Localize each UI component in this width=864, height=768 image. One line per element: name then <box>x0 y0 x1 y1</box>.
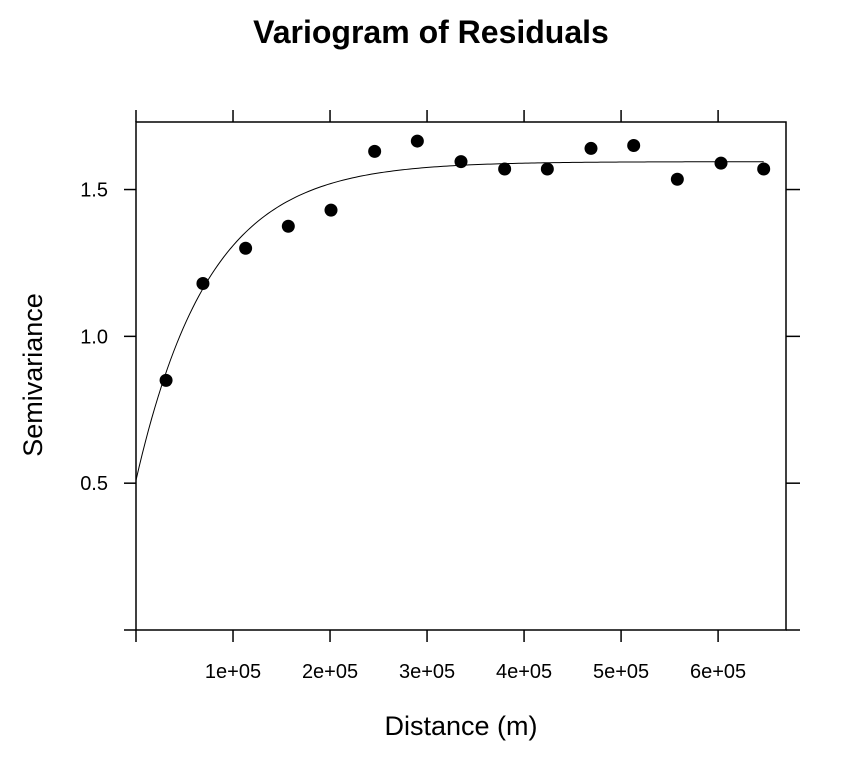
data-point <box>454 155 468 169</box>
x-axis-ticks: 1e+05 2e+05 3e+05 4e+05 5e+05 6e+05 <box>135 110 746 683</box>
data-point <box>540 162 554 176</box>
data-point <box>281 219 295 233</box>
x-tick-label: 1e+05 <box>205 661 261 683</box>
data-point <box>584 141 598 155</box>
data-point <box>368 144 382 158</box>
x-tick-label: 3e+05 <box>399 661 455 683</box>
x-axis-label: Distance (m) <box>384 711 537 741</box>
y-axis-ticks: 0.5 1.0 1.5 <box>80 180 800 631</box>
chart-title: Variogram of Residuals <box>253 14 609 50</box>
data-point <box>159 373 173 387</box>
x-tick-label: 2e+05 <box>302 661 358 683</box>
fitted-model-line <box>135 161 764 481</box>
y-tick-label: 1.0 <box>80 326 108 348</box>
data-point <box>196 277 210 291</box>
plot-area: 1e+05 2e+05 3e+05 4e+05 5e+05 6e+05 0.5 1.0 1.5 <box>80 110 800 683</box>
data-point <box>627 138 641 152</box>
plot-frame <box>135 121 787 631</box>
data-point <box>714 156 728 170</box>
data-point <box>498 162 512 176</box>
x-tick-label: 4e+05 <box>496 661 552 683</box>
data-point <box>670 172 684 186</box>
x-tick-label: 6e+05 <box>690 661 746 683</box>
y-axis-label: Semivariance <box>18 293 48 457</box>
data-point <box>757 162 771 176</box>
y-tick-label: 0.5 <box>80 473 108 495</box>
y-tick-label: 1.5 <box>80 180 108 202</box>
data-point <box>239 241 253 255</box>
data-point <box>324 203 338 217</box>
data-point <box>410 134 424 148</box>
x-tick-label: 5e+05 <box>593 661 649 683</box>
data-points <box>159 134 771 387</box>
